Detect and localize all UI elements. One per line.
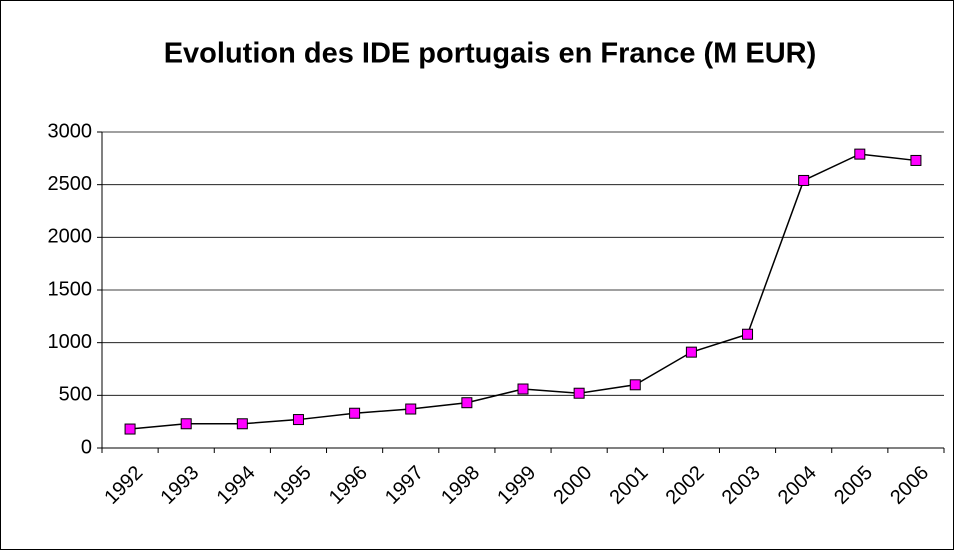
marker	[292, 414, 304, 426]
marker	[405, 403, 417, 415]
marker	[910, 154, 922, 166]
y-tick-label: 2500	[48, 173, 93, 195]
marker	[798, 174, 810, 186]
marker	[517, 383, 529, 395]
marker	[854, 148, 866, 160]
y-tick-label: 1500	[48, 278, 93, 300]
marker	[349, 407, 361, 419]
marker	[685, 346, 697, 358]
marker	[124, 423, 136, 435]
y-tick-label: 2000	[48, 226, 93, 248]
marker	[461, 397, 473, 409]
y-tick-label: 1000	[48, 331, 93, 353]
y-tick-label: 0	[81, 436, 92, 458]
marker	[742, 328, 754, 340]
y-tick-label: 500	[59, 384, 92, 406]
marker	[180, 418, 192, 430]
y-tick-label: 3000	[48, 120, 93, 142]
marker	[573, 387, 585, 399]
marker	[236, 418, 248, 430]
marker	[629, 379, 641, 391]
chart-title: Evolution des IDE portugais en France (M…	[164, 38, 817, 70]
